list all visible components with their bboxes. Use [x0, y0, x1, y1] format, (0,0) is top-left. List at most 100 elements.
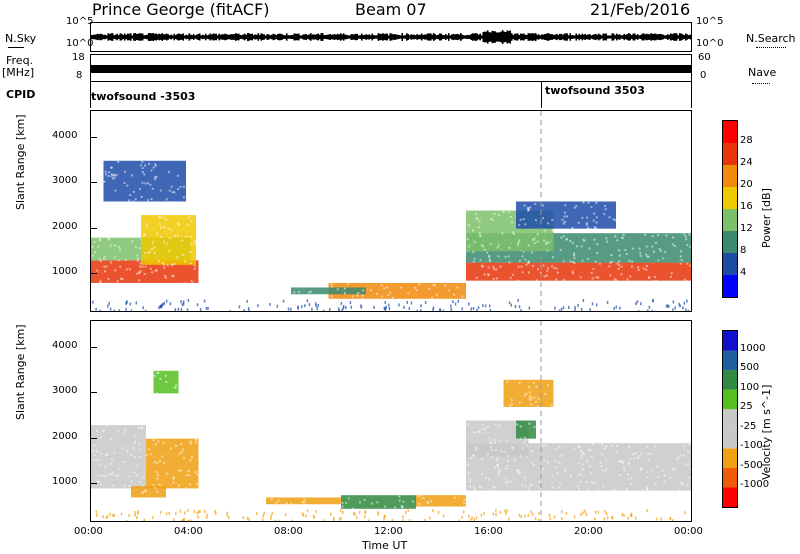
power-texture [330, 295, 333, 298]
power-texture [562, 235, 565, 238]
velocity-texture [113, 452, 116, 455]
power-texture [163, 240, 166, 243]
power-noise [186, 308, 189, 312]
nsky-bar [670, 33, 672, 41]
velocity-texture [170, 447, 173, 450]
nsky-bar [586, 34, 588, 40]
nsky-bar [305, 33, 307, 41]
velocity-texture [620, 461, 623, 464]
power-texture [626, 278, 629, 281]
velocity-noise [499, 510, 502, 514]
velocity-noise [538, 511, 540, 515]
nsky-bar [406, 33, 408, 41]
velocity-texture [519, 455, 522, 458]
power-texture [551, 265, 554, 268]
velocity-texture [654, 483, 657, 486]
velocity-texture [472, 454, 475, 457]
velocity-texture [468, 480, 471, 483]
cpid-entry-1: twofsound -3503 [91, 90, 196, 103]
velocity-noise [270, 516, 272, 520]
power-texture [170, 185, 173, 188]
velocity-texture [486, 453, 489, 456]
power-texture [343, 292, 346, 295]
nsky-bar [232, 34, 234, 40]
power-noise [177, 307, 180, 311]
power-texture [586, 257, 589, 260]
velocity-texture [687, 450, 690, 453]
velocity-texture [648, 459, 651, 462]
power-texture [141, 171, 144, 174]
power-texture [123, 182, 126, 185]
nsky-bar [649, 34, 651, 40]
nsky-bar [518, 34, 520, 40]
power-texture [604, 208, 607, 211]
nsky-bar [634, 33, 636, 41]
power-colorbar-fill [723, 121, 737, 297]
nsky-bar [554, 34, 556, 40]
power-texture [571, 226, 574, 229]
power-texture [173, 191, 176, 194]
power-texture [103, 270, 106, 273]
power-texture [569, 260, 572, 263]
power-texture [183, 282, 186, 285]
power-texture [356, 294, 359, 297]
nsky-bar [163, 34, 165, 40]
velocity-texture [497, 470, 500, 473]
nsky-bar [314, 34, 316, 40]
velocity-region-1 [146, 438, 199, 489]
nsky-bar [257, 33, 259, 41]
velocity-texture [498, 440, 501, 443]
velocity-texture [551, 486, 554, 489]
velocity-texture [522, 441, 525, 444]
velocity-texture [504, 467, 507, 470]
nsky-bar [191, 35, 193, 39]
velocity-texture [139, 426, 142, 429]
velocity-noise [206, 513, 208, 517]
velocity-texture [463, 498, 466, 501]
power-noise [508, 301, 511, 305]
nsky-bar [247, 33, 249, 41]
nsky-bar [373, 34, 375, 40]
power-texture [624, 248, 627, 251]
power-texture [368, 298, 371, 301]
power-texture [168, 189, 171, 192]
velocity-texture [103, 475, 106, 478]
velocity-region-6 [416, 495, 466, 507]
nsky-bar [233, 34, 235, 40]
power-texture [483, 273, 486, 276]
nsky-bar [613, 33, 615, 41]
velocity-texture [497, 466, 500, 469]
nsky-bar [218, 33, 220, 41]
power-texture [361, 297, 364, 300]
velocity-texture [105, 453, 108, 456]
power-noise [109, 307, 112, 311]
power-noise [383, 306, 386, 310]
velocity-noise [495, 513, 497, 517]
power-texture [652, 250, 655, 253]
power-texture [141, 265, 144, 268]
velocity-texture [347, 497, 350, 500]
velocity-noise [274, 519, 277, 523]
velocity-noise [215, 511, 217, 515]
velocity-ylabel: Slant Range [km] [14, 324, 27, 420]
power-texture [645, 265, 648, 268]
velocity-noise [183, 517, 186, 521]
power-texture [308, 291, 311, 294]
velocity-colorbar-band [723, 487, 737, 507]
nsky-bar [467, 35, 469, 39]
nsky-bar [437, 34, 439, 40]
velocity-texture [580, 450, 583, 453]
power-texture [193, 267, 196, 270]
velocity-texture [589, 448, 592, 451]
freq-plot [91, 65, 691, 73]
velocity-texture [681, 483, 684, 486]
velocity-texture [467, 423, 470, 426]
nsky-bar [185, 34, 187, 40]
velocity-texture [558, 461, 561, 464]
power-texture [346, 283, 349, 286]
power-texture [148, 251, 151, 254]
power-texture [618, 264, 621, 267]
power-texture [138, 265, 141, 268]
nsky-bar [106, 35, 108, 39]
velocity-texture [614, 488, 617, 491]
